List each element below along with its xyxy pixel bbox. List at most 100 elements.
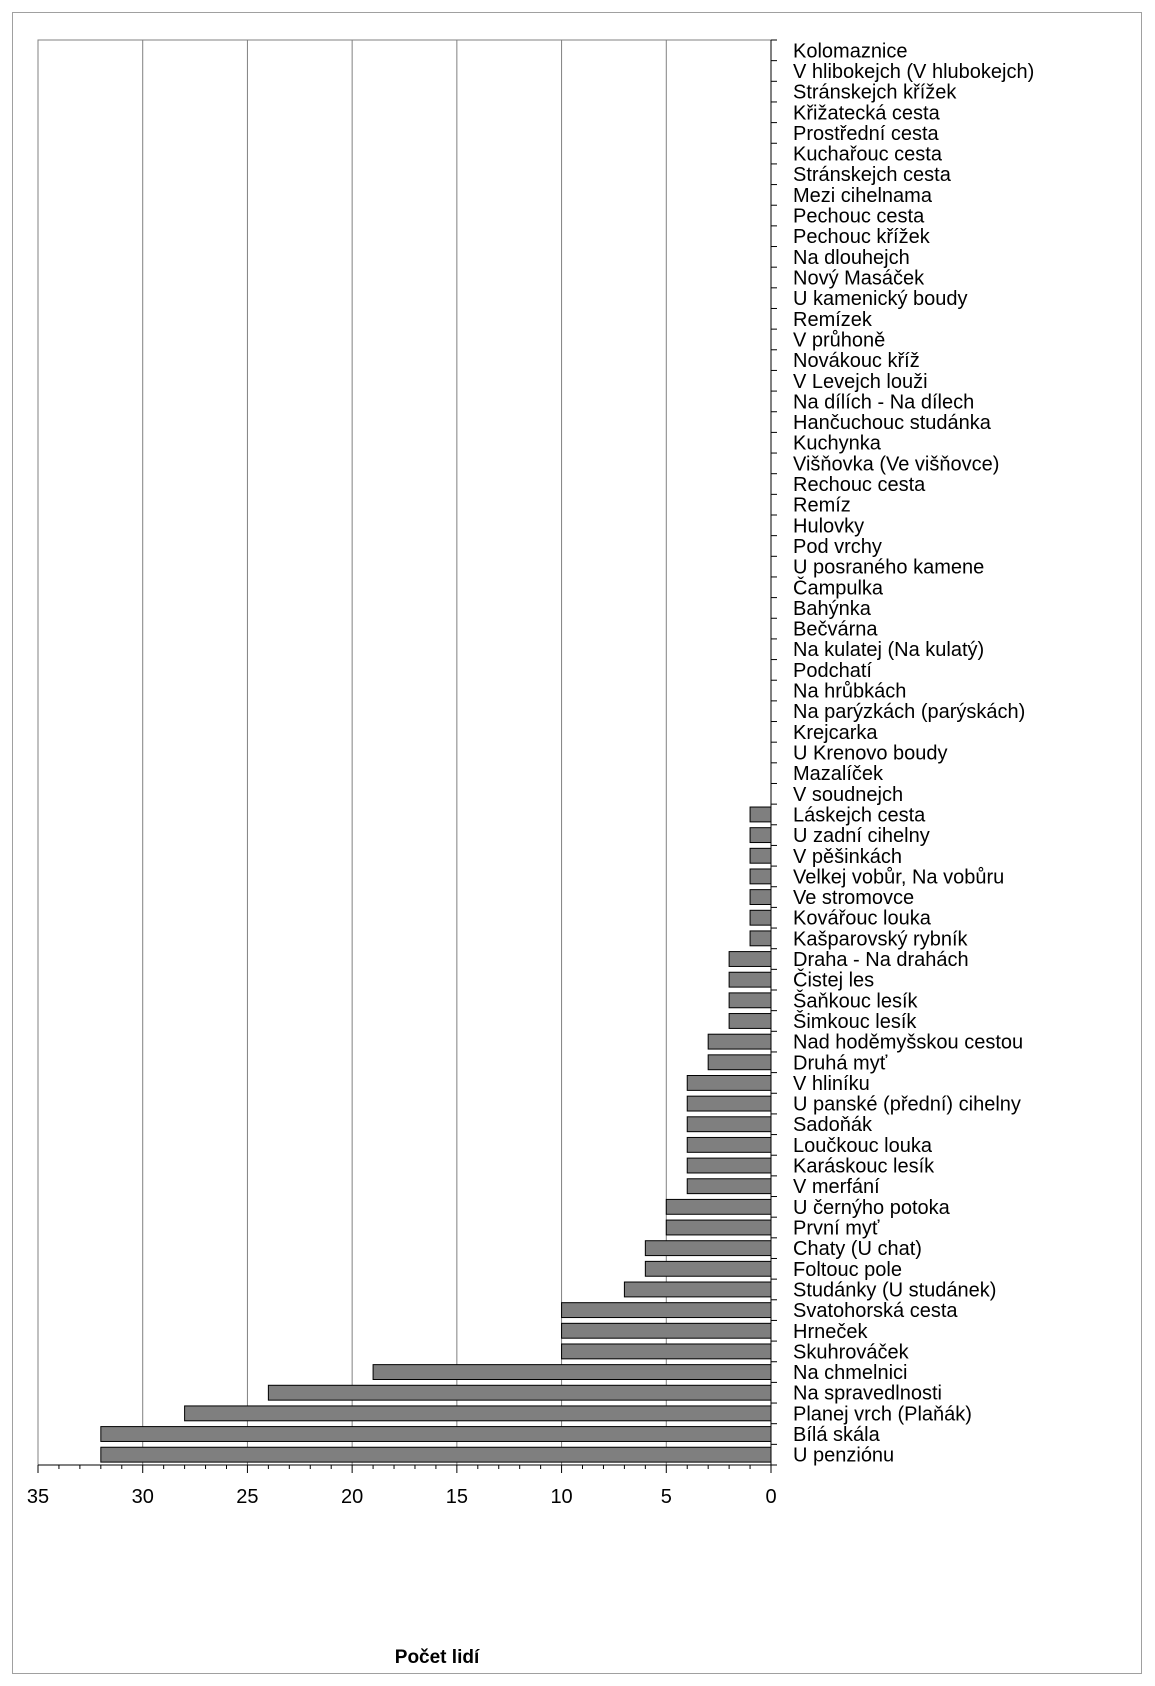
category-label: Svatohorská cesta [793, 1300, 958, 1322]
bar [100, 1446, 772, 1463]
bar [561, 1343, 772, 1360]
bar [749, 806, 772, 823]
category-label: Mezi cihelnama [793, 185, 933, 207]
category-label: U panské (přední) cihelny [793, 1094, 1021, 1116]
category-label: U zadní cihelny [793, 825, 930, 847]
category-label: Pod vrchy [793, 536, 882, 558]
category-label: Na chmelnici [793, 1362, 907, 1384]
x-tick-label: 20 [341, 1486, 363, 1508]
bar [728, 992, 772, 1009]
chart-frame: 35 30 25 20 15 10 5 0 Kolomaznice V hlibokejch (V… [12, 12, 1142, 1674]
category-label: První myť [793, 1218, 880, 1240]
category-label: Višňovka (Ve višňovce) [793, 453, 999, 475]
bar [686, 1157, 772, 1174]
category-label: Remízek [793, 309, 873, 331]
bar [372, 1364, 772, 1381]
bar-layer [100, 806, 772, 1463]
category-label: Na dlouhejch [793, 247, 910, 269]
bar [686, 1075, 772, 1091]
category-label: Kuchařouc cesta [793, 144, 943, 166]
category-label: U posraného kamene [793, 557, 984, 579]
bar [561, 1322, 772, 1339]
category-label: Křižatecká cesta [793, 102, 941, 124]
category-label: Stránskejch cesta [793, 164, 952, 186]
bar [665, 1219, 772, 1236]
x-tick-label: 0 [765, 1486, 776, 1508]
category-label: Chaty (U chat) [793, 1238, 922, 1260]
category-label: U penziónu [793, 1445, 894, 1467]
bar [665, 1198, 772, 1215]
category-label: V hlibokejch (V hlubokejch) [793, 61, 1034, 83]
category-label: Na parýzkách (parýskách) [793, 701, 1025, 723]
bar [623, 1281, 772, 1298]
bar [686, 1136, 772, 1153]
category-label: Šaňkouc lesík [793, 989, 919, 1012]
category-label: Na spravedlnosti [793, 1383, 942, 1405]
category-label: V hliníku [793, 1073, 870, 1095]
axis-layer [37, 39, 777, 1473]
category-label: Novákouc kříž [793, 350, 920, 372]
category-label: V Levejch louži [793, 371, 928, 393]
category-label: Remíz [793, 495, 851, 517]
x-tick-label: 15 [446, 1486, 468, 1508]
category-label: Nad hoděmyšskou cestou [793, 1032, 1023, 1054]
bar [686, 1095, 772, 1112]
category-label: Šimkouc lesík [793, 1010, 917, 1033]
category-label: Bílá skála [793, 1424, 881, 1446]
bar [707, 1033, 772, 1050]
x-tick-label: 5 [661, 1486, 672, 1508]
x-tick-label: 35 [27, 1486, 49, 1508]
category-label: Čistej les [793, 969, 874, 992]
bar [749, 868, 772, 885]
bar [728, 971, 772, 988]
bar [749, 847, 772, 864]
category-label: Mazalíček [793, 763, 884, 785]
category-label: Nový Masáček [793, 268, 925, 290]
x-tick-label: 30 [132, 1486, 154, 1508]
category-label: Láskejch cesta [793, 804, 926, 826]
category-label: Sadoňák [793, 1114, 873, 1136]
bar [686, 1178, 772, 1195]
bar [267, 1384, 772, 1401]
bar [749, 889, 772, 905]
bar [561, 1302, 772, 1319]
category-label: V merfání [793, 1176, 880, 1198]
category-label: Kolomaznice [793, 40, 908, 62]
category-label: Ve stromovce [793, 887, 914, 909]
category-label: V soudnejch [793, 784, 903, 806]
category-label: Karáskouc lesík [793, 1156, 935, 1178]
category-label: Skuhrováček [793, 1341, 910, 1363]
category-label: V průhoně [793, 329, 885, 351]
bar [749, 827, 772, 844]
category-label: Kovářouc louka [793, 908, 932, 930]
bar [686, 1116, 772, 1133]
category-label: Bečvárna [793, 619, 878, 641]
bar [707, 1054, 772, 1071]
category-label: U Krenovo boudy [793, 743, 948, 765]
bar [184, 1405, 772, 1422]
bar [644, 1260, 772, 1277]
category-label: Krejcarka [793, 722, 878, 744]
category-label: Hulovky [793, 515, 864, 537]
bar [100, 1426, 772, 1442]
category-label: Rechouc cesta [793, 474, 926, 496]
category-label: Hrneček [793, 1321, 868, 1343]
bar [749, 909, 772, 926]
x-axis-title: Počet lidí [395, 1647, 480, 1668]
category-label: Podchatí [793, 660, 872, 682]
category-label: Pechouc cesta [793, 206, 925, 228]
category-label: Planej vrch (Plaňák) [793, 1403, 972, 1425]
category-label: Na dílích - Na dílech [793, 391, 974, 413]
category-label: U kamenický boudy [793, 288, 968, 310]
category-label: V pěšinkách [793, 846, 902, 868]
category-label: Velkej vobůr, Na vobůru [793, 866, 1004, 888]
category-label: U černýho potoka [793, 1197, 951, 1219]
category-label: Kuchynka [793, 433, 882, 455]
category-label: Kašparovský rybník [793, 928, 969, 950]
category-label: Druhá myť [793, 1052, 888, 1074]
category-label: Na hrůbkách [793, 681, 906, 703]
category-label: Foltouc pole [793, 1259, 902, 1281]
category-label: Čampulka [793, 576, 884, 599]
